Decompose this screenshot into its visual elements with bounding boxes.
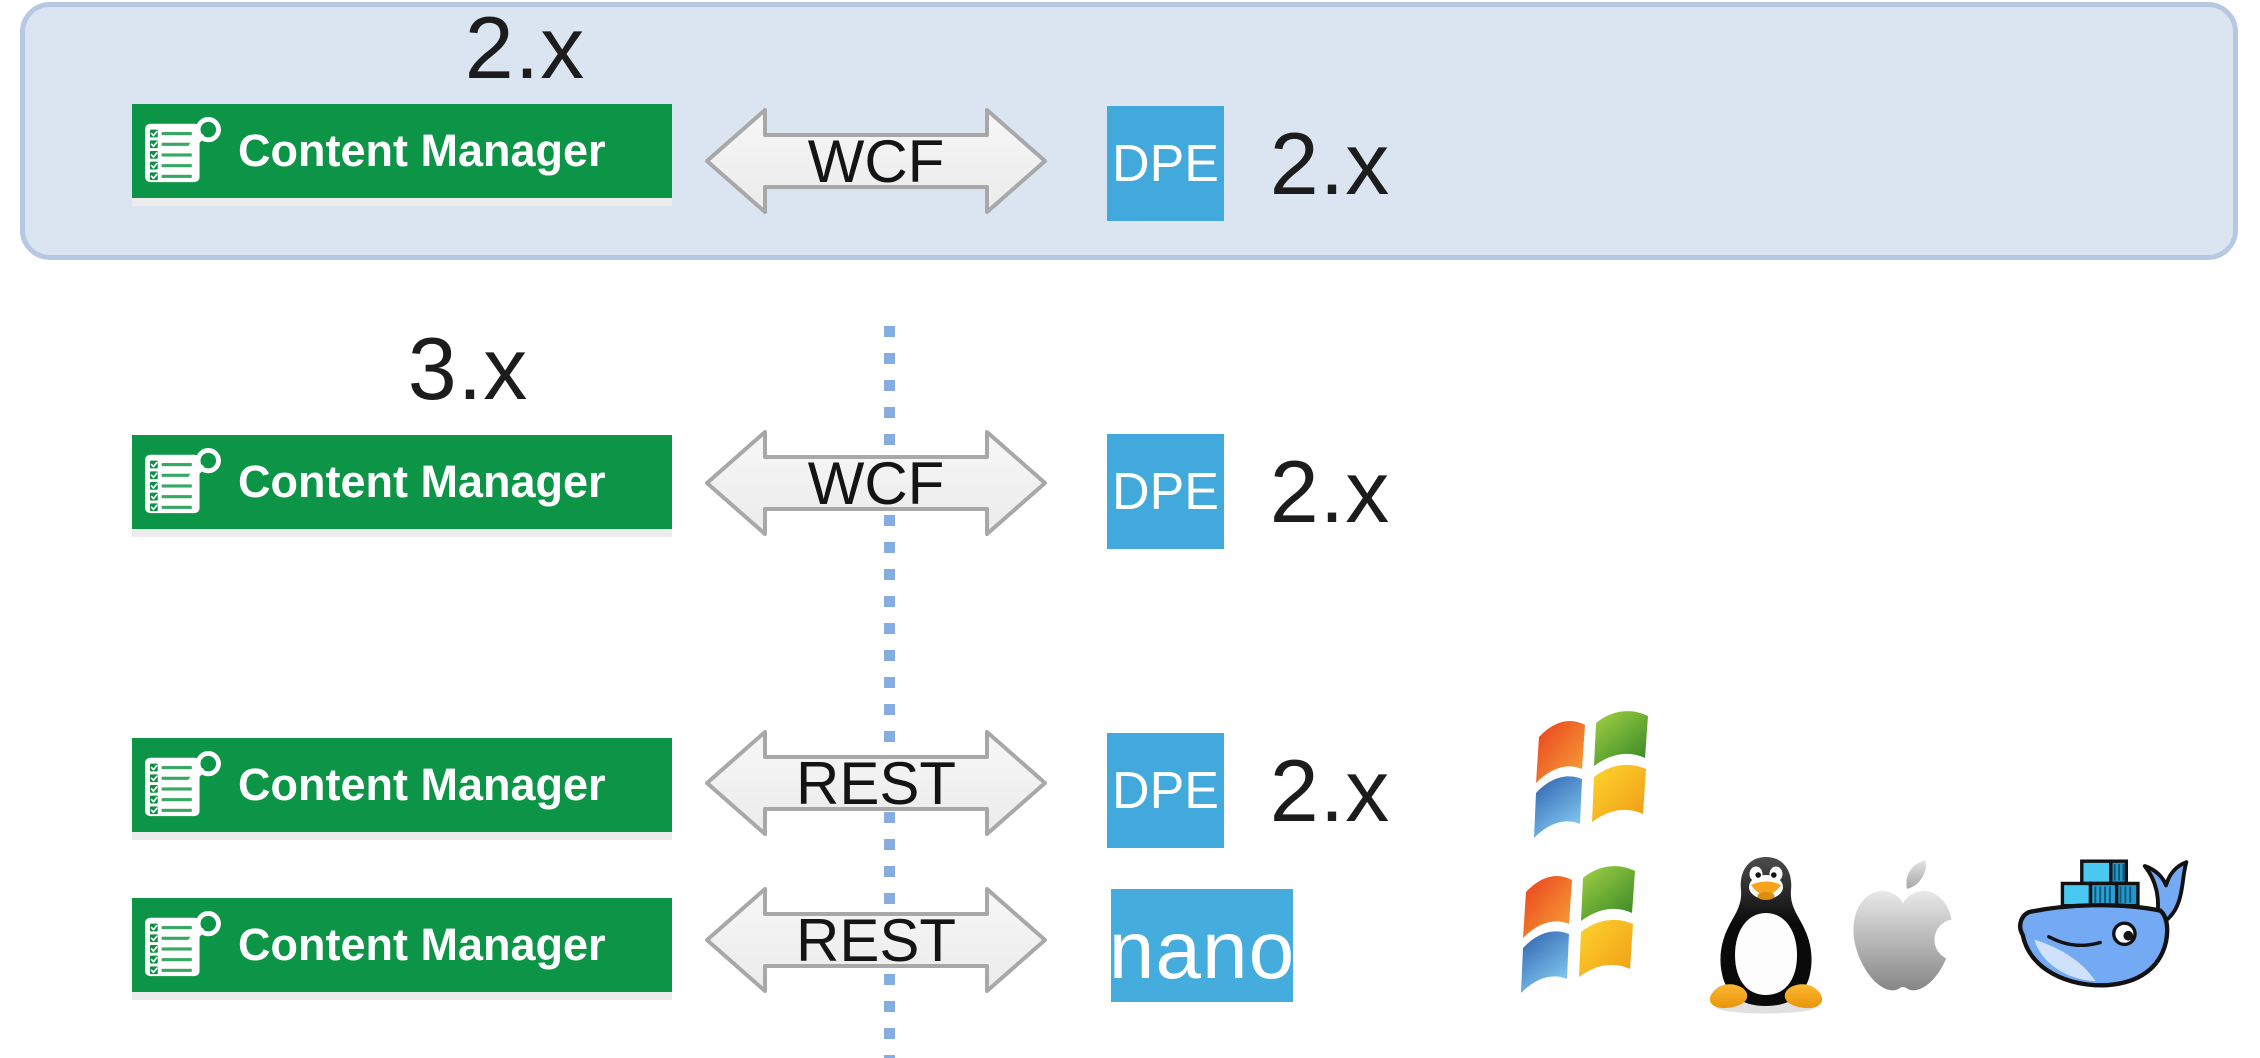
dpe-box: DPE: [1107, 434, 1224, 549]
wcf-arrow: WCF: [704, 427, 1048, 539]
content-manager-label: Content Manager: [238, 759, 606, 810]
wcf-arrow: WCF: [704, 105, 1048, 217]
document-checklist-magnifier-icon: [144, 751, 224, 819]
nano-box: nano: [1108, 889, 1296, 1002]
content-manager-label: Content Manager: [238, 456, 606, 507]
rest-arrow: REST: [704, 727, 1048, 839]
protocol-label: REST: [795, 749, 957, 817]
dpe-version-label: 2.x: [1269, 113, 1391, 213]
rest-arrow: REST: [704, 884, 1048, 996]
linux-tux-icon: [1700, 851, 1832, 1015]
version-boundary-divider: [884, 326, 895, 1058]
docker-whale-icon: [2014, 856, 2198, 1000]
document-checklist-magnifier-icon: [144, 911, 224, 979]
dpe-label: DPE: [1112, 462, 1219, 521]
apple-icon: [1848, 858, 1958, 1004]
dpe-box: DPE: [1107, 106, 1224, 221]
content-manager-label: Content Manager: [238, 919, 606, 970]
protocol-label: WCF: [807, 127, 945, 195]
document-checklist-magnifier-icon: [144, 117, 224, 185]
nano-label: nano: [1108, 905, 1296, 996]
content-manager-chip: Content Manager: [132, 435, 672, 537]
protocol-label: WCF: [807, 449, 945, 517]
dpe-version-label: 2.x: [1269, 441, 1391, 541]
windows-icon: [1498, 860, 1650, 1010]
protocol-label: REST: [795, 906, 957, 974]
dpe-label: DPE: [1112, 134, 1219, 193]
windows-icon: [1512, 705, 1662, 855]
dpe-box: DPE: [1107, 733, 1224, 848]
dpe-label: DPE: [1112, 761, 1219, 820]
content-manager-chip: Content Manager: [132, 104, 672, 206]
dpe-version-label: 2.x: [1269, 740, 1391, 840]
cm-version-label: 3.x: [407, 319, 529, 418]
content-manager-chip: Content Manager: [132, 738, 672, 840]
content-manager-chip: Content Manager: [132, 898, 672, 1000]
content-manager-label: Content Manager: [238, 125, 606, 176]
cm-version-label: 2.x: [464, 0, 586, 97]
document-checklist-magnifier-icon: [144, 448, 224, 516]
